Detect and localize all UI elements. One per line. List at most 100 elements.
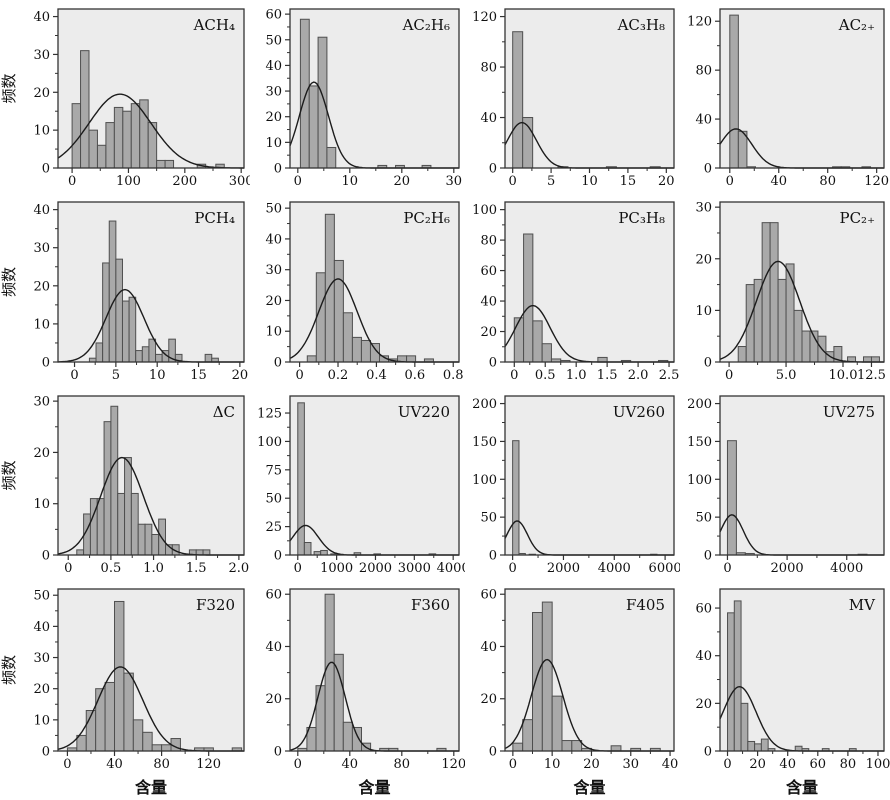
histogram-bar [342, 721, 353, 752]
x-tick-label: 20 [658, 174, 675, 189]
histogram-bar [512, 742, 524, 752]
x-tick-label: 2.0 [628, 368, 649, 383]
histogram-bar [95, 688, 106, 752]
y-tick-label: 0 [704, 162, 712, 177]
histogram-bar [610, 745, 622, 752]
histogram-bar [541, 343, 552, 363]
histogram-panel-UV260: 0 2000 4000 6000 0 50 100 150 200 UV260 [465, 388, 682, 581]
y-tick-label: 20 [33, 86, 50, 101]
plot-frame [719, 395, 885, 556]
x-tick-label: 0 [723, 757, 731, 772]
x-tick-label: 2000 [359, 561, 392, 576]
y-tick-label: 200 [472, 397, 497, 412]
histogram-bar [522, 719, 534, 752]
histogram-bar [315, 272, 326, 363]
x-tick-label: 2000 [771, 561, 804, 576]
histogram-bar [863, 356, 872, 363]
y-tick-label: 10 [33, 317, 50, 332]
x-tick-label: 0 [725, 368, 733, 383]
y-tick-label: 40 [480, 640, 497, 655]
y-tick-label: 20 [33, 279, 50, 294]
plot-frame [57, 588, 245, 752]
x-tick-label: 12.5 [857, 368, 886, 383]
y-tick-label: 40 [480, 111, 497, 126]
y-tick-label: 125 [257, 407, 282, 422]
x-tick-label: 100 [116, 174, 141, 189]
histogram-bar [551, 695, 563, 752]
x-tick-label: 4000 [598, 561, 631, 576]
x-tick-label: 1.0 [566, 368, 587, 383]
histogram-bar [561, 740, 573, 752]
histogram-bar [155, 353, 163, 363]
x-tick-label: 0.5 [535, 368, 556, 383]
histogram-panel-ACH4: 0 100 200 300 0 10 20 30 40 ACH₄ 频数 [0, 1, 254, 194]
x-tick-label: 0 [510, 368, 518, 383]
x-tick-label: 10 [581, 174, 598, 189]
x-tick-label: 0 [68, 174, 76, 189]
y-tick-label: 30 [33, 48, 50, 63]
histogram-bar [142, 731, 153, 752]
x-tick-label: 0 [723, 561, 731, 576]
x-tick-label: 1000 [320, 561, 353, 576]
panel-label-PCH4: PCH₄ [194, 209, 235, 227]
y-tick-label: 75 [265, 463, 282, 478]
y-tick-label: 40 [480, 295, 497, 310]
plot-frame [57, 395, 245, 556]
chart-canvas-PC2H6: 0 0.2 0.4 0.6 0.8 0 10 20 30 40 50 PC₂H₆ [265, 201, 464, 383]
y-axis-title: 频数 [0, 460, 18, 490]
y-tick-label: 100 [687, 473, 712, 488]
y-tick-label: 30 [265, 85, 282, 100]
y-tick-label: 0 [274, 549, 282, 564]
histogram-bar [137, 523, 146, 556]
x-tick-label: 80 [394, 757, 411, 772]
y-tick-label: 20 [265, 110, 282, 125]
x-tick-label: 2000 [547, 561, 580, 576]
histogram-bar [333, 259, 344, 363]
y-tick-label: 0 [42, 745, 50, 760]
histogram-bar [308, 85, 319, 169]
panel-label-UV220: UV220 [398, 403, 450, 421]
y-tick-label: 25 [265, 520, 282, 535]
x-tick-label: 120 [196, 757, 221, 772]
y-tick-label: 60 [695, 602, 712, 617]
plot-area [290, 396, 459, 555]
histogram-bar [95, 342, 104, 363]
histogram-bar [113, 106, 124, 169]
histogram-bar [130, 492, 139, 556]
histogram-bar [135, 350, 143, 363]
y-tick-label: 50 [695, 511, 712, 526]
histogram-bar [512, 31, 524, 169]
x-tick-label: 4000 [437, 561, 465, 576]
histogram-bar [144, 523, 153, 556]
histogram-panel-PC3H8: 0 0.5 1.0 1.5 2.0 2.5 0 20 40 60 80 100 PC₃H₈ [465, 194, 680, 388]
y-tick-label: 80 [480, 234, 497, 249]
plot-frame [57, 8, 245, 169]
histogram-bar [204, 353, 213, 363]
y-tick-label: 40 [695, 649, 712, 664]
histogram-bar [793, 309, 803, 363]
plot-area [720, 396, 884, 555]
x-tick-label: 20 [583, 757, 600, 772]
chart-canvas-UV260: 0 2000 4000 6000 0 50 100 150 200 UV260 [472, 395, 682, 576]
x-tick-label: 10 [342, 174, 359, 189]
panel-label-F405: F405 [626, 596, 665, 614]
histogram-panel-AC2plus: 0 40 80 120 0 40 80 120 AC₂₊ [680, 1, 890, 194]
chart-canvas-UV275: 0 2000 4000 0 50 100 150 200 UV275 [687, 395, 885, 576]
histogram-bar [737, 346, 747, 363]
y-tick-label: 60 [265, 588, 282, 603]
y-tick-label: 60 [480, 264, 497, 279]
chart-canvas-F360: 0 40 80 120 0 20 40 60 F360 含量 [265, 588, 466, 797]
histogram-bar [326, 146, 337, 169]
x-axis-title: 含量 [573, 778, 605, 797]
x-tick-label: 20 [394, 174, 411, 189]
histogram-bar [96, 144, 107, 169]
y-tick-label: 20 [265, 692, 282, 707]
plot-frame [504, 201, 675, 363]
panel-label-UV275: UV275 [823, 403, 875, 421]
y-tick-label: 150 [687, 435, 712, 450]
histogram-bar [745, 284, 755, 363]
chart-canvas-AC2plus: 0 40 80 120 0 40 80 120 AC₂₊ [687, 8, 889, 189]
histogram-bar [760, 738, 769, 752]
y-tick-label: 0 [42, 549, 50, 564]
